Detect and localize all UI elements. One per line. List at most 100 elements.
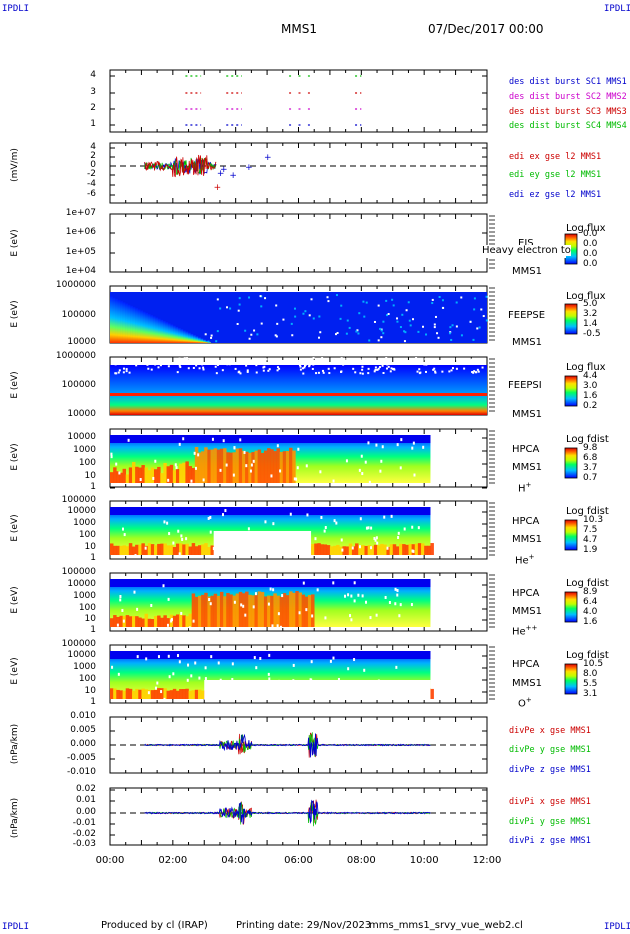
oplus-warm-column [430, 688, 434, 699]
feepsi-speckle [352, 367, 355, 370]
heplusplus-gap [350, 594, 353, 598]
feepsi-speckle [169, 360, 172, 363]
heplus-gap [373, 537, 376, 541]
divpi-ytick-label: 0.00 [75, 807, 96, 817]
feepse-speckle [412, 318, 415, 321]
hplus-warm-column [273, 451, 277, 483]
hplus-gap [361, 472, 364, 476]
feepse-speckle [327, 300, 330, 303]
hplus-warm-column [292, 450, 296, 483]
feepse-spectrum-column [147, 313, 151, 343]
feepsi-ylabel: E (eV) [10, 371, 20, 399]
heplusplus-warm-column [248, 594, 252, 627]
feepse-cb-value: 3.2 [583, 309, 598, 319]
feepse-spectrum-column [125, 303, 128, 343]
heplusplus-warm-column [204, 592, 208, 627]
feepse-speckle [339, 317, 342, 320]
oplus-gap [259, 656, 262, 660]
hplus-warm-column [172, 470, 177, 483]
feepse-speckle [345, 332, 348, 335]
heplus-ytick-label: 1000 [73, 518, 96, 528]
feepse-speckle [238, 303, 241, 306]
feepse-speckle [276, 322, 279, 325]
heplus-cb-title: Log fdist [566, 506, 609, 517]
heplusplus-warm-column [307, 595, 312, 627]
hplus-gap [381, 445, 384, 449]
eis-cb-title: Log flux [566, 223, 606, 234]
heplus-warm-column [191, 543, 196, 555]
feepse-speckle [248, 296, 251, 299]
feepsi-speckle [221, 369, 224, 372]
feepse-spectrum-column [160, 319, 164, 343]
footer-produced-by: Produced by cl (IRAP) [101, 920, 208, 931]
heplus-warm-column [370, 545, 375, 555]
hplus-gap [175, 466, 178, 470]
divpe-legend-entry: divPe y gse MMS1 [509, 745, 591, 755]
burst-frame [109, 69, 488, 133]
feepse-speckle [259, 295, 262, 298]
heplusplus-gap [119, 595, 122, 599]
oplus-gap [194, 661, 197, 665]
divpe-ytick-label: 0.005 [70, 725, 96, 735]
heplus-gap [221, 513, 224, 517]
footer-printing-date: Printing date: 29/Nov/2023 [236, 920, 372, 931]
feepse-speckle [382, 332, 385, 335]
oplus-gap [268, 653, 271, 657]
hplus-warm-column [166, 466, 171, 483]
heplusplus-warm-column [113, 615, 117, 627]
oplus-warm-column [182, 689, 186, 699]
heplus-ylabel: E (eV) [10, 514, 20, 542]
feepsi-speckle [298, 364, 301, 367]
hplus-warm-column [248, 452, 252, 483]
heplusplus-warm-column [135, 616, 139, 627]
burst-legend-entry: des dist burst SC3 MMS3 [509, 107, 627, 117]
heplusplus-species-name: He [512, 626, 526, 638]
feepsi-speckle [309, 358, 312, 361]
heplusplus-warm-column [219, 591, 224, 627]
corner-label-top-right: IPDLI [604, 4, 630, 14]
heplusplus-species-charge: ++ [525, 624, 538, 632]
hplus-warm-column [210, 449, 214, 483]
edi-point-marker: + [214, 183, 222, 193]
feepse-speckle [340, 304, 343, 307]
heplus-cb-value: 1.9 [583, 545, 598, 555]
heplusplus-gap [170, 619, 173, 623]
heplusplus-ylabel: E (eV) [10, 586, 20, 614]
feepse-speckle [318, 315, 321, 318]
hplus-gap [413, 473, 416, 477]
heplusplus-gap [244, 613, 247, 617]
eis-cb-value: 0.0 [583, 249, 598, 259]
feepse-ylabel: E (eV) [10, 300, 20, 328]
feepse-speckle [293, 307, 296, 310]
feepsi-speckle [359, 358, 362, 361]
feepsi-speckle [191, 357, 194, 360]
x-tick-label: 08:00 [346, 855, 376, 866]
feepse-speckle [260, 305, 263, 308]
feepse-speckle [362, 300, 365, 303]
hplus-warm-column [232, 452, 236, 483]
oplus-warm-column [135, 688, 139, 699]
hplus-gap [358, 468, 361, 472]
heplus-warm-column [320, 544, 324, 555]
hplus-inst: HPCA [512, 444, 540, 455]
heplus-warm-column [179, 543, 183, 555]
oplus-warm-column [185, 688, 189, 699]
feepse-speckle [363, 315, 366, 318]
feepse-spectrum-column [135, 308, 138, 343]
hplus-gap [152, 476, 155, 480]
feepsi-speckle [215, 372, 218, 375]
feepse-speckle [379, 327, 382, 330]
oplus-ytick-label: 10 [84, 686, 96, 696]
oplus-gap [267, 672, 270, 676]
feepse-ytick-label: 100000 [61, 310, 96, 320]
heplus-gap [144, 546, 147, 550]
feepsi-speckle [473, 370, 476, 373]
feepsi-speckle [234, 367, 237, 370]
feepse-spectrum-column [127, 304, 131, 343]
heplusplus-gap [267, 602, 270, 606]
feepsi-cb-value: 1.6 [583, 391, 598, 401]
footer-file: mms_mms1_srvy_vue_web2.cl [369, 920, 523, 931]
feepse-speckle [310, 298, 313, 301]
feepsi-speckle [129, 361, 132, 364]
heplusplus-warm-column [241, 593, 246, 627]
